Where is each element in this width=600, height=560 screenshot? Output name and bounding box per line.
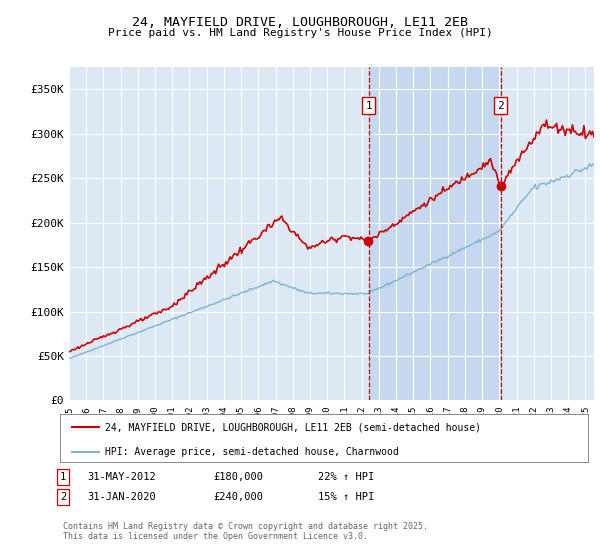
Text: £240,000: £240,000 [213,492,263,502]
Text: 1: 1 [60,472,66,482]
Text: 2: 2 [60,492,66,502]
Text: 24, MAYFIELD DRIVE, LOUGHBOROUGH, LE11 2EB: 24, MAYFIELD DRIVE, LOUGHBOROUGH, LE11 2… [132,16,468,29]
Text: 31-JAN-2020: 31-JAN-2020 [87,492,156,502]
Text: HPI: Average price, semi-detached house, Charnwood: HPI: Average price, semi-detached house,… [105,446,398,456]
Text: Price paid vs. HM Land Registry's House Price Index (HPI): Price paid vs. HM Land Registry's House … [107,28,493,38]
Text: Contains HM Land Registry data © Crown copyright and database right 2025.
This d: Contains HM Land Registry data © Crown c… [63,522,428,542]
Text: 15% ↑ HPI: 15% ↑ HPI [318,492,374,502]
Text: 1: 1 [365,100,372,110]
Text: 22% ↑ HPI: 22% ↑ HPI [318,472,374,482]
Text: 2: 2 [497,100,504,110]
Text: £180,000: £180,000 [213,472,263,482]
Text: 31-MAY-2012: 31-MAY-2012 [87,472,156,482]
Text: 24, MAYFIELD DRIVE, LOUGHBOROUGH, LE11 2EB (semi-detached house): 24, MAYFIELD DRIVE, LOUGHBOROUGH, LE11 2… [105,422,481,432]
Bar [369,67,501,400]
